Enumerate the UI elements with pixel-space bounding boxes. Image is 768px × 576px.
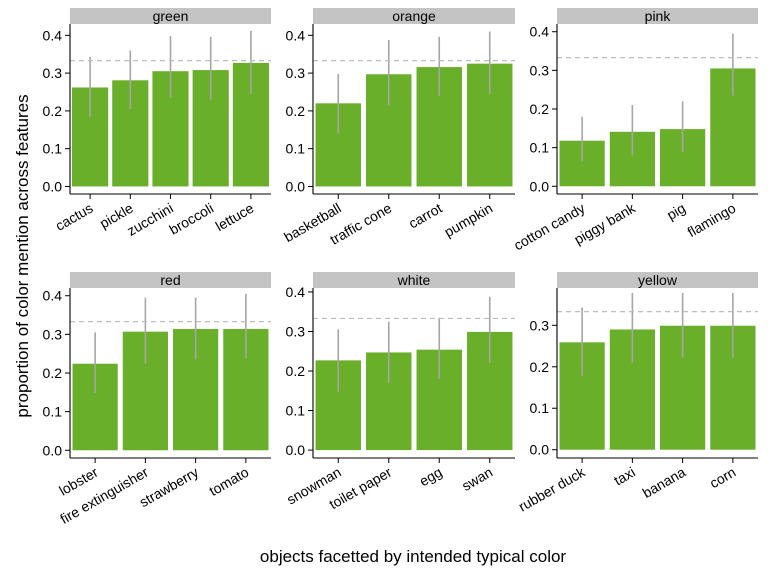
facet-strip — [313, 8, 515, 24]
facet-strip — [313, 272, 515, 288]
y-tick-label: 0.1 — [43, 404, 63, 420]
y-tick-label: 0.3 — [530, 62, 550, 78]
x-tick-label: tomato — [206, 464, 251, 499]
y-tick-label: 0.1 — [530, 140, 550, 156]
y-tick-label: 0.2 — [530, 359, 550, 375]
x-tick-label: pumpkin — [441, 200, 495, 240]
x-tick-label: banana — [640, 464, 689, 501]
x-tick-label: lettuce — [213, 200, 257, 235]
x-tick-label: carrot — [406, 200, 445, 232]
y-tick-label: 0.3 — [286, 65, 306, 81]
x-tick-label: corn — [707, 464, 739, 491]
y-tick-label: 0.0 — [286, 178, 306, 194]
y-tick-label: 0.4 — [43, 288, 63, 304]
x-tick-label: rubber duck — [516, 463, 589, 514]
panel-yellow: yellow 0.0 0.1 0.2 0.3 rubber duck taxi banana c… — [516, 272, 758, 515]
x-tick-label: cactus — [53, 200, 96, 234]
y-tick-label: 0.3 — [43, 326, 63, 342]
y-tick-label: 0.2 — [530, 101, 550, 117]
y-tick-label: 0.4 — [530, 24, 550, 40]
x-tick-label: flamingo — [685, 200, 739, 240]
y-tick-label: 0.1 — [43, 141, 63, 157]
facet-strip — [70, 8, 271, 24]
facet-title: red — [160, 272, 180, 288]
facet-strip — [557, 272, 758, 288]
facet-title: green — [153, 8, 189, 24]
y-tick-label: 0.3 — [286, 323, 306, 339]
y-tick-label: 0.4 — [43, 27, 63, 43]
y-tick-label: 0.0 — [530, 178, 550, 194]
y-tick-label: 0.0 — [43, 178, 63, 194]
y-tick-label: 0.0 — [286, 442, 306, 458]
x-tick-label: egg — [417, 464, 445, 490]
y-tick-label: 0.2 — [286, 103, 306, 119]
y-tick-label: 0.1 — [530, 400, 550, 416]
y-tick-label: 0.4 — [286, 284, 306, 300]
facet-title: pink — [645, 8, 672, 24]
y-tick-label: 0.1 — [286, 141, 306, 157]
x-tick-label: taxi — [611, 464, 638, 489]
y-tick-label: 0.2 — [286, 363, 306, 379]
facet-title: yellow — [638, 272, 678, 288]
y-tick-label: 0.1 — [286, 403, 306, 419]
y-tick-label: 0.3 — [43, 65, 63, 81]
y-tick-label: 0.2 — [43, 103, 63, 119]
y-axis-label: proportion of color mention across featu… — [13, 94, 32, 417]
x-tick-label: swan — [459, 464, 495, 494]
x-tick-label: broccoli — [166, 200, 216, 238]
facet-strip — [557, 8, 758, 24]
y-tick-label: 0.2 — [43, 365, 63, 381]
x-tick-label: zucchini — [124, 200, 176, 239]
facet-strip — [70, 272, 271, 288]
y-tick-label: 0.4 — [286, 27, 306, 43]
facet-title: white — [397, 272, 431, 288]
y-tick-label: 0.0 — [43, 442, 63, 458]
x-tick-label: cotton candy — [511, 200, 588, 254]
x-axis-label: objects facetted by intended typical col… — [260, 547, 567, 566]
x-tick-label: pig — [664, 200, 688, 223]
y-tick-label: 0.0 — [530, 442, 550, 458]
facet-title: orange — [392, 8, 436, 24]
y-tick-label: 0.3 — [530, 317, 550, 333]
